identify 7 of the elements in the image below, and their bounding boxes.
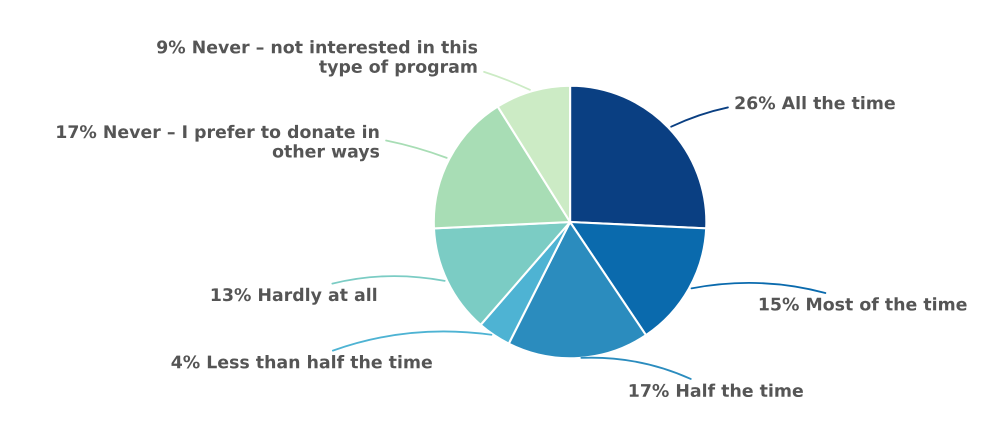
slice-label: 4% Less than half the time <box>172 355 432 368</box>
slice-label: 17% Never – I prefer to donate in other ways <box>57 124 380 162</box>
slice-label: 17% Half the time <box>630 384 803 398</box>
slice-label: 26% All the time <box>735 96 895 110</box>
slice-label: 13% Hardly at all <box>212 288 376 305</box>
slice-label: 15% Most of the time <box>760 297 967 311</box>
slice-label: 9% Never – not interested in this type of program <box>157 40 478 76</box>
